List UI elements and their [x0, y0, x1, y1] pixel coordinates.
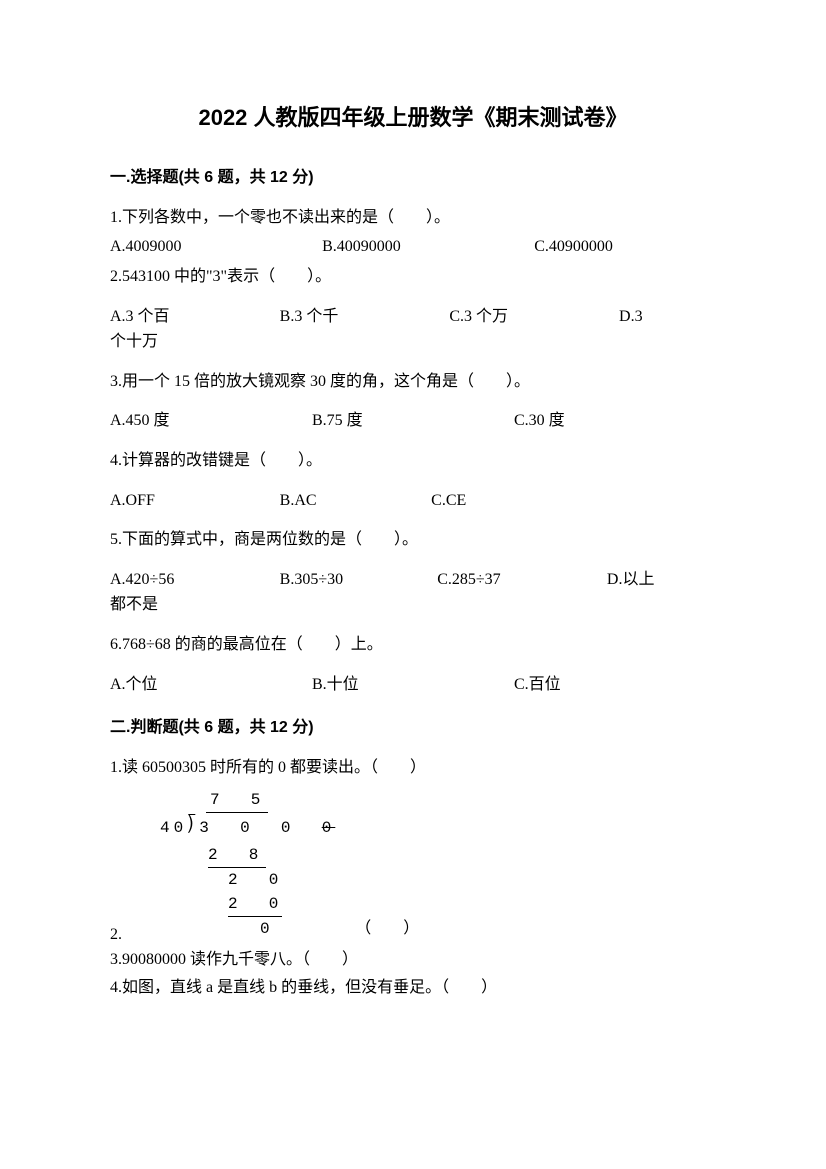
judge-q1: 1.读 60500305 时所有的 0 都要读出。（ ）	[110, 755, 716, 781]
q2-option-a: A.3 个百	[110, 304, 280, 330]
section-1-header: 一.选择题(共 6 题，共 12 分)	[110, 165, 716, 191]
q4-options: A.OFF B.AC C.CE	[110, 488, 716, 514]
q2-options: A.3 个百 B.3 个千 C.3 个万 D.3 个十万	[110, 304, 716, 355]
ld-remainder: 0	[260, 920, 274, 938]
question-2: 2.543100 中的"3"表示（ ）。 A.3 个百 B.3 个千 C.3 个…	[110, 264, 716, 355]
q1-option-c: C.40900000	[534, 234, 716, 260]
q5-text: 5.下面的算式中，商是两位数的是（ ）。	[110, 527, 716, 553]
q6-option-c: C.百位	[514, 672, 716, 698]
judge-q2-row: 2. 7 5 40⟌3 0 0 0 2 8 2 0 2 0 0 （ ）	[110, 782, 716, 947]
q5-option-d: D.以上	[607, 567, 716, 593]
q2-option-d: D.3	[619, 304, 716, 330]
q3-options: A.450 度 B.75 度 C.30 度	[110, 408, 716, 434]
question-1: 1.下列各数中，一个零也不读出来的是（ ）。 A.4009000 B.40090…	[110, 205, 716, 260]
question-5: 5.下面的算式中，商是两位数的是（ ）。 A.420÷56 B.305÷30 C…	[110, 527, 716, 618]
judge-q4: 4.如图，直线 a 是直线 b 的垂线，但没有垂足。（ ）	[110, 975, 716, 1001]
judge-q3: 3.90080000 读作九千零八。（ ）	[110, 947, 716, 973]
q1-text: 1.下列各数中，一个零也不读出来的是（ ）。	[110, 205, 716, 231]
ld-step2a: 2 0	[228, 868, 282, 892]
q4-option-c: C.CE	[431, 488, 583, 514]
ld-step1: 2 8	[208, 843, 266, 868]
section-2-header: 二.判断题(共 6 题，共 12 分)	[110, 715, 716, 741]
q3-text: 3.用一个 15 倍的放大镜观察 30 度的角，这个角是（ ）。	[110, 369, 716, 395]
q5-option-d-wrap: 都不是	[110, 592, 716, 618]
q2-text: 2.543100 中的"3"表示（ ）。	[110, 264, 716, 290]
q4-option-b: B.AC	[280, 488, 432, 514]
q4-option-a: A.OFF	[110, 488, 280, 514]
q2-option-d-wrap: 个十万	[110, 329, 716, 355]
q2-option-b: B.3 个千	[280, 304, 450, 330]
ld-dividend: 3 0 0 0	[195, 816, 335, 840]
q5-option-b: B.305÷30	[280, 567, 438, 593]
q5-options: A.420÷56 B.305÷30 C.285÷37 D.以上 都不是	[110, 567, 716, 618]
q1-options: A.4009000 B.40090000 C.40900000	[110, 234, 716, 260]
judge-q2-prefix: 2.	[110, 922, 122, 948]
page-title: 2022 人教版四年级上册数学《期末测试卷》	[110, 100, 716, 135]
q6-options: A.个位 B.十位 C.百位	[110, 672, 716, 698]
ld-divisor: 40	[160, 816, 187, 840]
q2-option-c: C.3 个万	[449, 304, 619, 330]
q1-option-a: A.4009000	[110, 234, 322, 260]
q4-text: 4.计算器的改错键是（ ）。	[110, 448, 716, 474]
q1-option-b: B.40090000	[322, 234, 534, 260]
ld-step2b: 2 0	[228, 892, 282, 917]
question-3: 3.用一个 15 倍的放大镜观察 30 度的角，这个角是（ ）。 A.450 度…	[110, 369, 716, 434]
q6-option-b: B.十位	[312, 672, 514, 698]
q5-option-c: C.285÷37	[437, 567, 607, 593]
q3-option-a: A.450 度	[110, 408, 312, 434]
q6-text: 6.768÷68 的商的最高位在（ ）上。	[110, 632, 716, 658]
ld-bracket: ⟌	[187, 813, 195, 843]
q3-option-b: B.75 度	[312, 408, 514, 434]
long-division-diagram: 7 5 40⟌3 0 0 0 2 8 2 0 2 0 0	[160, 788, 335, 941]
ld-quotient: 7 5	[206, 788, 268, 813]
judge-q2-suffix: （ ）	[355, 916, 419, 942]
question-6: 6.768÷68 的商的最高位在（ ）上。 A.个位 B.十位 C.百位	[110, 632, 716, 697]
q5-option-a: A.420÷56	[110, 567, 280, 593]
q3-option-c: C.30 度	[514, 408, 716, 434]
question-4: 4.计算器的改错键是（ ）。 A.OFF B.AC C.CE	[110, 448, 716, 513]
q6-option-a: A.个位	[110, 672, 312, 698]
